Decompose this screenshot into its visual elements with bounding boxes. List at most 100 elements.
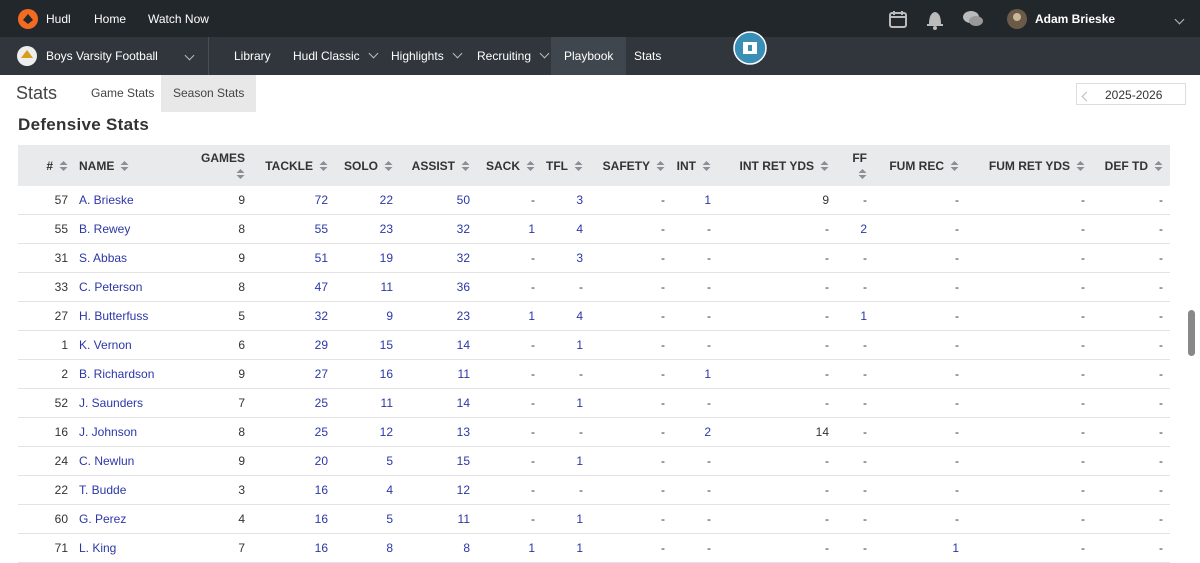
team-name[interactable]: Boys Varsity Football <box>46 49 158 63</box>
sort-icon[interactable] <box>319 160 328 172</box>
sort-icon[interactable] <box>950 160 959 172</box>
sub-nav-item[interactable]: Playbook <box>551 37 627 75</box>
calendar-icon[interactable] <box>888 9 908 29</box>
column-header[interactable]: GAMES <box>185 145 252 186</box>
hudl-logo[interactable] <box>17 8 39 30</box>
table-cell[interactable]: 16 <box>335 359 400 389</box>
chat-icon[interactable] <box>962 9 984 29</box>
table-cell[interactable]: B. Rewey <box>75 214 185 244</box>
table-cell[interactable]: H. Butterfuss <box>75 301 185 331</box>
sub-nav-item[interactable]: Hudl Classic <box>280 37 390 75</box>
sort-icon[interactable] <box>1154 160 1163 172</box>
table-cell[interactable]: 14 <box>400 330 477 360</box>
table-cell[interactable]: G. Perez <box>75 504 185 534</box>
table-cell[interactable]: 32 <box>400 243 477 273</box>
column-header[interactable]: DEF TD <box>1092 145 1170 186</box>
table-cell[interactable]: 32 <box>252 301 335 331</box>
table-cell[interactable]: 36 <box>400 272 477 302</box>
sort-icon[interactable] <box>59 160 68 172</box>
table-cell[interactable]: 19 <box>335 243 400 273</box>
season-select[interactable]: 2025-2026 <box>1076 83 1186 105</box>
scrollbar-thumb[interactable] <box>1188 310 1195 356</box>
column-header[interactable]: FF <box>836 145 874 186</box>
table-cell[interactable]: 51 <box>252 243 335 273</box>
column-header[interactable]: NAME <box>75 145 185 186</box>
table-cell[interactable]: 1 <box>836 301 874 331</box>
column-header[interactable]: TFL <box>542 145 590 186</box>
table-cell[interactable]: 1 <box>477 214 542 244</box>
sort-icon[interactable] <box>461 160 470 172</box>
table-cell[interactable]: 3 <box>542 243 590 273</box>
table-cell[interactable]: 16 <box>252 533 335 563</box>
table-cell[interactable]: 15 <box>400 446 477 476</box>
user-menu[interactable] <box>1174 14 1185 25</box>
table-cell[interactable]: 11 <box>400 504 477 534</box>
sort-icon[interactable] <box>574 160 583 172</box>
table-cell[interactable]: S. Abbas <box>75 243 185 273</box>
table-cell[interactable]: 4 <box>542 301 590 331</box>
team-menu[interactable] <box>184 50 195 61</box>
table-cell[interactable]: 16 <box>252 475 335 505</box>
table-cell[interactable]: 1 <box>542 446 590 476</box>
table-cell[interactable]: 72 <box>252 186 335 215</box>
table-cell[interactable]: 20 <box>252 446 335 476</box>
sub-nav-item[interactable]: Stats <box>621 37 674 75</box>
nav-link[interactable]: Home <box>94 12 127 26</box>
table-cell[interactable]: A. Brieske <box>75 186 185 215</box>
table-cell[interactable]: T. Budde <box>75 475 185 505</box>
table-cell[interactable]: 1 <box>477 301 542 331</box>
table-cell[interactable]: 4 <box>542 214 590 244</box>
sort-icon[interactable] <box>1076 160 1085 172</box>
table-cell[interactable]: 25 <box>252 417 335 447</box>
table-cell[interactable]: K. Vernon <box>75 330 185 360</box>
column-header[interactable]: SACK <box>477 145 542 186</box>
sort-icon[interactable] <box>702 160 711 172</box>
table-cell[interactable]: 1 <box>672 186 718 215</box>
table-cell[interactable]: 12 <box>400 475 477 505</box>
table-cell[interactable]: 27 <box>252 359 335 389</box>
table-cell[interactable]: 25 <box>252 388 335 418</box>
table-cell[interactable]: 1 <box>542 533 590 563</box>
table-cell[interactable]: J. Saunders <box>75 388 185 418</box>
column-header[interactable]: SOLO <box>335 145 400 186</box>
table-cell[interactable]: 9 <box>335 301 400 331</box>
table-cell[interactable]: 8 <box>400 533 477 563</box>
table-cell[interactable]: C. Newlun <box>75 446 185 476</box>
table-cell[interactable]: 2 <box>836 214 874 244</box>
table-cell[interactable]: C. Peterson <box>75 272 185 302</box>
sort-icon[interactable] <box>526 160 535 172</box>
table-cell[interactable]: 16 <box>252 504 335 534</box>
column-header[interactable]: TACKLE <box>252 145 335 186</box>
table-cell[interactable]: J. Johnson <box>75 417 185 447</box>
table-cell[interactable]: B. Richardson <box>75 359 185 389</box>
column-header[interactable]: INT RET YDS <box>718 145 836 186</box>
sort-icon[interactable] <box>384 160 393 172</box>
table-cell[interactable]: 22 <box>335 186 400 215</box>
table-cell[interactable]: 23 <box>335 214 400 244</box>
table-cell[interactable]: 23 <box>400 301 477 331</box>
table-cell[interactable]: 11 <box>335 272 400 302</box>
table-cell[interactable]: 29 <box>252 330 335 360</box>
sub-nav-item[interactable]: Library <box>221 37 284 75</box>
tab-active[interactable]: Season Stats <box>161 75 257 112</box>
table-cell[interactable]: 8 <box>335 533 400 563</box>
table-cell[interactable]: 32 <box>400 214 477 244</box>
brand[interactable]: Hudl <box>46 12 71 26</box>
sort-icon[interactable] <box>120 160 129 172</box>
table-cell[interactable]: 1 <box>542 388 590 418</box>
column-header[interactable]: ASSIST <box>400 145 477 186</box>
table-cell[interactable]: 12 <box>335 417 400 447</box>
column-header[interactable]: INT <box>672 145 718 186</box>
table-cell[interactable]: L. King <box>75 533 185 563</box>
column-header[interactable]: SAFETY <box>590 145 672 186</box>
tab[interactable]: Game Stats <box>91 86 155 100</box>
table-cell[interactable]: 1 <box>672 359 718 389</box>
table-cell[interactable]: 3 <box>542 186 590 215</box>
table-cell[interactable]: 1 <box>542 504 590 534</box>
nav-link[interactable]: Watch Now <box>148 12 209 26</box>
avatar[interactable] <box>1006 8 1028 30</box>
bell-icon[interactable] <box>925 8 945 30</box>
table-cell[interactable]: 1 <box>542 330 590 360</box>
table-cell[interactable]: 1 <box>477 533 542 563</box>
table-cell[interactable]: 11 <box>335 388 400 418</box>
